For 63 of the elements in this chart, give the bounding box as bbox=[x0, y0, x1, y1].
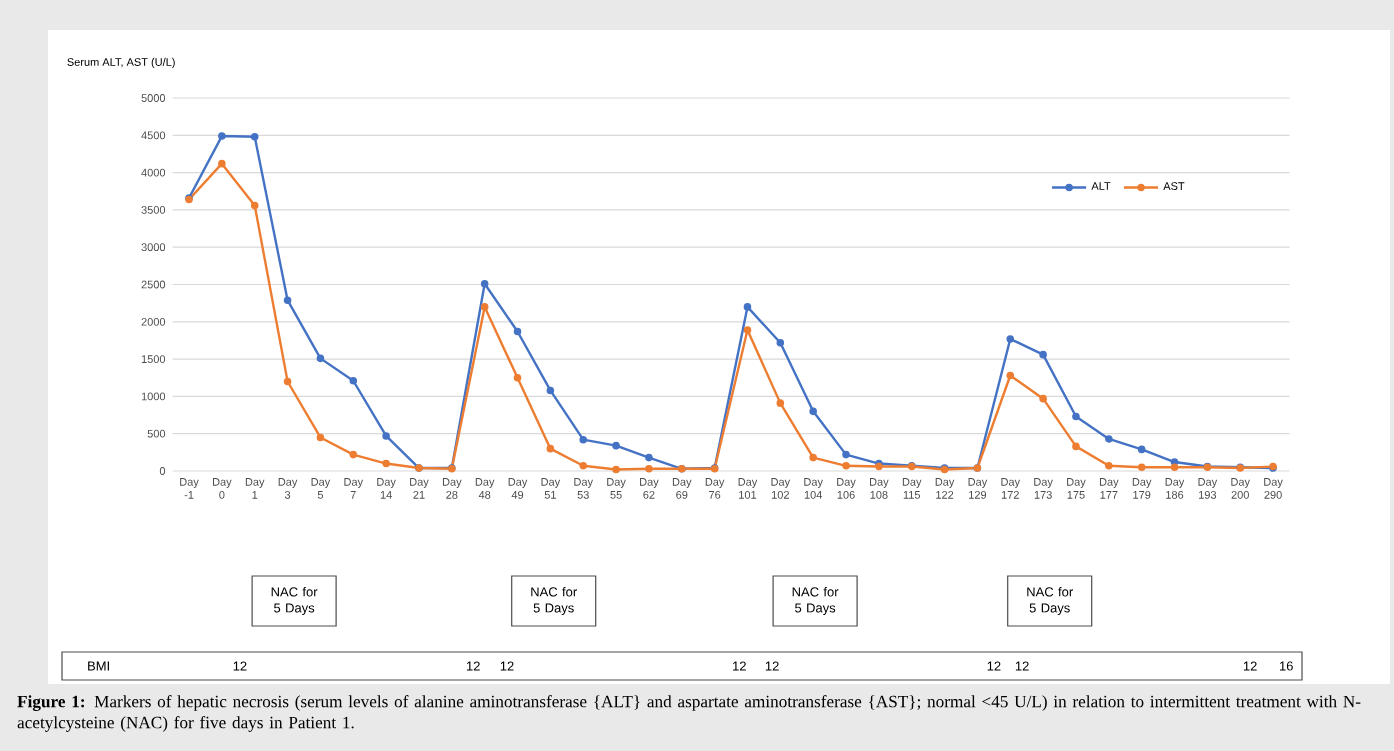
y-tick-label: 1500 bbox=[141, 355, 166, 363]
x-tick-label: Day 76 bbox=[705, 478, 725, 499]
x-tick-label: Day 108 bbox=[870, 478, 889, 499]
y-axis-title: Serum ALT, AST (U/L) bbox=[67, 57, 175, 69]
text: NAC for 5 Days bbox=[1027, 586, 1073, 616]
y-tick-label: 0 bbox=[159, 467, 166, 475]
x-tick-label: Day 177 bbox=[1099, 478, 1119, 499]
text: NAC for 5 Days bbox=[792, 586, 839, 616]
x-tick-label: Day 173 bbox=[1034, 478, 1053, 499]
legend-label: ALT bbox=[1091, 182, 1111, 190]
x-tick-label: Day 21 bbox=[410, 478, 429, 499]
x-tick-label: Day 175 bbox=[1067, 478, 1086, 499]
text: 12 bbox=[733, 661, 746, 671]
x-tick-label: Day 51 bbox=[541, 478, 561, 499]
text: 12 bbox=[233, 661, 247, 671]
y-tick-label: 4000 bbox=[141, 168, 166, 177]
x-tick-label: Day 200 bbox=[1231, 478, 1250, 499]
x-tick-label: Day 28 bbox=[442, 478, 462, 499]
x-tick-label: Day 3 bbox=[278, 478, 298, 499]
y-tick-label: 2000 bbox=[141, 317, 166, 326]
text: 16 bbox=[1279, 661, 1293, 671]
x-tick-label: Day 129 bbox=[968, 478, 988, 499]
x-tick-label: Day 53 bbox=[574, 478, 593, 499]
x-tick-label: Day 62 bbox=[640, 478, 659, 499]
x-tick-label: Day 69 bbox=[672, 478, 692, 499]
x-tick-label: Day 115 bbox=[902, 478, 922, 499]
x-tick-label: Day 290 bbox=[1264, 478, 1283, 499]
legend-label: AST bbox=[1163, 182, 1185, 190]
x-tick-label: Day 193 bbox=[1198, 478, 1218, 499]
x-tick-label: Day -1 bbox=[180, 478, 199, 499]
text: 12 bbox=[765, 661, 779, 671]
text: 12 bbox=[987, 661, 1001, 671]
text: 12 bbox=[500, 661, 514, 671]
y-tick-label: 2500 bbox=[141, 280, 166, 289]
x-tick-label: Day 1 bbox=[245, 478, 265, 499]
y-tick-label: 5000 bbox=[141, 94, 166, 102]
x-tick-label: Day 102 bbox=[771, 478, 791, 499]
y-tick-label: 4500 bbox=[141, 131, 166, 140]
text: 12 bbox=[466, 661, 480, 671]
x-tick-label: Day 48 bbox=[475, 478, 495, 499]
text: 12 bbox=[1015, 661, 1029, 671]
x-tick-label: Day 7 bbox=[344, 478, 364, 499]
x-tick-label: Day 14 bbox=[377, 478, 396, 499]
x-tick-label: Day 104 bbox=[804, 478, 823, 499]
x-tick-label: Day 186 bbox=[1165, 478, 1185, 499]
x-tick-label: Day 172 bbox=[1001, 478, 1021, 499]
text: 12 bbox=[1243, 661, 1257, 671]
text: NAC for 5 Days bbox=[271, 586, 318, 616]
text: Figure 1: Markers of hepatic necrosis (serum levels of alanine aminotransferase {ALT} and aspartate aminotransferase {AST}; normal <45 U/L) in relation to intermittent treatment with N-acetylcysteine (NAC) for five days in Patient 1. bbox=[17, 695, 1361, 732]
y-tick-label: 500 bbox=[147, 429, 166, 438]
x-tick-label: Day 122 bbox=[935, 478, 955, 499]
x-tick-label: Day 55 bbox=[607, 478, 626, 499]
x-tick-label: Day 106 bbox=[837, 478, 856, 499]
y-tick-label: 3500 bbox=[141, 206, 166, 214]
x-tick-label: Day 49 bbox=[508, 478, 528, 499]
y-tick-label: 3000 bbox=[141, 243, 166, 252]
x-tick-label: Day 5 bbox=[311, 478, 331, 499]
y-tick-label: 1000 bbox=[141, 392, 166, 401]
x-tick-label: Day 101 bbox=[738, 478, 758, 499]
text: BMI bbox=[88, 661, 109, 671]
x-tick-label: Day 0 bbox=[213, 478, 232, 499]
text: NAC for 5 Days bbox=[531, 586, 577, 616]
x-tick-label: Day 179 bbox=[1132, 478, 1152, 499]
